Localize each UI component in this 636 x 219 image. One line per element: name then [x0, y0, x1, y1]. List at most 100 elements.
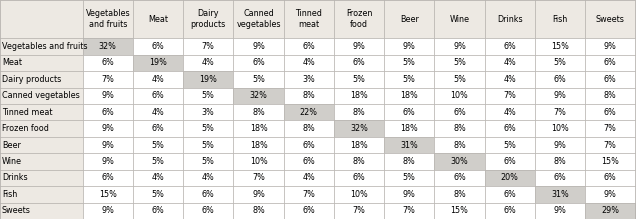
Bar [284, 120, 334, 137]
Bar [384, 104, 434, 120]
Bar [0, 137, 83, 153]
Text: 30%: 30% [451, 157, 468, 166]
Bar [535, 137, 585, 153]
Bar [284, 38, 334, 55]
Text: Drinks: Drinks [2, 173, 27, 182]
Text: Frozen
food: Frozen food [346, 9, 372, 29]
Text: 6%: 6% [403, 108, 416, 117]
Text: 5%: 5% [403, 75, 416, 84]
Text: 8%: 8% [252, 108, 265, 117]
Bar [133, 88, 183, 104]
Text: 32%: 32% [99, 42, 117, 51]
Bar [585, 0, 635, 38]
Bar [0, 120, 83, 137]
Text: 9%: 9% [352, 42, 366, 51]
Bar [334, 71, 384, 88]
Text: 4%: 4% [503, 58, 516, 67]
Text: 18%: 18% [350, 141, 368, 150]
Bar [585, 137, 635, 153]
Text: 5%: 5% [503, 141, 516, 150]
Text: 5%: 5% [202, 141, 215, 150]
Bar [535, 88, 585, 104]
Bar [434, 203, 485, 219]
Text: 19%: 19% [199, 75, 218, 84]
Bar [0, 186, 83, 203]
Text: Dairy
products: Dairy products [191, 9, 226, 29]
Text: 4%: 4% [151, 75, 165, 84]
Bar [535, 186, 585, 203]
Text: 6%: 6% [352, 58, 366, 67]
Text: Canned vegetables: Canned vegetables [2, 91, 80, 100]
Bar [183, 104, 233, 120]
Text: 7%: 7% [503, 91, 516, 100]
Text: 9%: 9% [101, 124, 114, 133]
Text: 8%: 8% [453, 190, 466, 199]
Text: 8%: 8% [302, 91, 315, 100]
Bar [585, 153, 635, 170]
Text: 9%: 9% [453, 42, 466, 51]
Bar [434, 137, 485, 153]
Bar [284, 137, 334, 153]
Bar [233, 71, 284, 88]
Bar [434, 120, 485, 137]
Text: 6%: 6% [503, 157, 516, 166]
Text: 6%: 6% [151, 42, 165, 51]
Text: 4%: 4% [151, 173, 165, 182]
Bar [284, 170, 334, 186]
Text: 15%: 15% [601, 157, 619, 166]
Bar [133, 153, 183, 170]
Text: 5%: 5% [453, 75, 466, 84]
Bar [0, 0, 83, 38]
Bar [585, 104, 635, 120]
Bar [485, 55, 535, 71]
Text: 6%: 6% [503, 124, 516, 133]
Text: 6%: 6% [453, 108, 466, 117]
Text: 7%: 7% [302, 190, 315, 199]
Bar [535, 104, 585, 120]
Text: 6%: 6% [553, 173, 567, 182]
Bar [535, 38, 585, 55]
Bar [233, 186, 284, 203]
Text: 8%: 8% [352, 108, 366, 117]
Text: 31%: 31% [551, 190, 569, 199]
Bar [83, 55, 133, 71]
Bar [183, 71, 233, 88]
Bar [384, 186, 434, 203]
Bar [384, 137, 434, 153]
Text: 6%: 6% [604, 108, 617, 117]
Text: 18%: 18% [250, 141, 267, 150]
Text: Wine: Wine [450, 15, 469, 24]
Bar [485, 203, 535, 219]
Text: 6%: 6% [151, 124, 165, 133]
Bar [133, 55, 183, 71]
Text: 6%: 6% [151, 206, 165, 215]
Bar [334, 0, 384, 38]
Bar [535, 170, 585, 186]
Bar [0, 104, 83, 120]
Text: 6%: 6% [553, 75, 567, 84]
Bar [0, 55, 83, 71]
Text: 5%: 5% [151, 157, 165, 166]
Bar [233, 170, 284, 186]
Bar [183, 137, 233, 153]
Text: 7%: 7% [352, 206, 366, 215]
Bar [183, 38, 233, 55]
Bar [83, 120, 133, 137]
Bar [183, 55, 233, 71]
Text: 18%: 18% [350, 91, 368, 100]
Text: 29%: 29% [601, 206, 619, 215]
Bar [183, 170, 233, 186]
Text: 4%: 4% [202, 58, 215, 67]
Bar [133, 170, 183, 186]
Bar [334, 153, 384, 170]
Text: Wine: Wine [2, 157, 22, 166]
Text: Tinned meat: Tinned meat [2, 108, 52, 117]
Text: 5%: 5% [202, 124, 215, 133]
Text: 4%: 4% [202, 173, 215, 182]
Text: 7%: 7% [553, 108, 567, 117]
Bar [485, 137, 535, 153]
Bar [535, 153, 585, 170]
Bar [284, 186, 334, 203]
Bar [0, 170, 83, 186]
Text: Vegetables and fruits: Vegetables and fruits [2, 42, 87, 51]
